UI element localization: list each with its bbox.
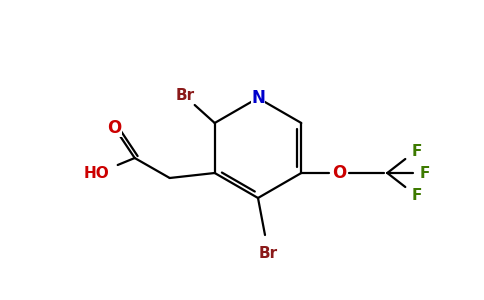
Text: HO: HO [84, 166, 109, 181]
Text: O: O [332, 164, 347, 182]
Text: F: F [412, 188, 423, 202]
Text: O: O [107, 119, 122, 137]
Text: Br: Br [258, 245, 277, 260]
Text: N: N [251, 89, 265, 107]
Text: F: F [420, 166, 430, 181]
Text: Br: Br [175, 88, 194, 103]
Text: F: F [412, 143, 423, 158]
